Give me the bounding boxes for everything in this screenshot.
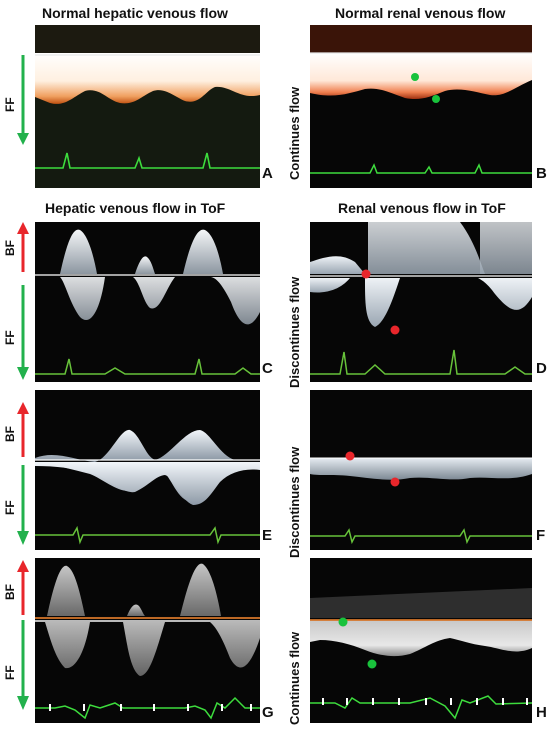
panel-c-hepatic-tof	[35, 222, 260, 382]
ff-label-a: FF	[3, 97, 17, 112]
panel-c-doppler	[35, 229, 260, 375]
panel-label-h: H	[536, 704, 547, 721]
bf-label-g: BF	[3, 584, 17, 600]
panel-h-doppler	[310, 588, 532, 720]
ff-label-g: FF	[3, 665, 17, 680]
panel-label-b: B	[536, 165, 547, 182]
green-marker-b2	[432, 95, 440, 103]
panel-label-c: C	[262, 360, 273, 377]
ff-label-e: FF	[3, 500, 17, 515]
panel-a-doppler	[35, 25, 260, 169]
bf-arrow-e	[17, 402, 29, 457]
ff-arrow-a	[17, 55, 29, 145]
green-marker-h1	[338, 617, 348, 627]
ff-arrow-g	[17, 620, 29, 710]
title-normal-renal: Normal renal venous flow	[335, 5, 506, 21]
panel-h-renal-tof	[310, 558, 532, 723]
panel-f-doppler	[310, 451, 532, 545]
bf-label-c: BF	[3, 240, 17, 256]
panel-d-doppler	[310, 222, 532, 375]
panel-g-doppler	[35, 563, 260, 720]
title-normal-hepatic: Normal hepatic venous flow	[42, 5, 228, 21]
red-marker-d2	[390, 325, 400, 335]
panel-g-hepatic-tof	[35, 558, 260, 723]
title-hepatic-tof: Hepatic venous flow in ToF	[45, 200, 226, 216]
title-renal-tof: Renal venous flow in ToF	[338, 200, 506, 216]
panel-b-renal-normal	[310, 25, 532, 188]
panel-b-doppler	[310, 25, 532, 174]
ff-label-c: FF	[3, 330, 17, 345]
green-marker-b1	[411, 73, 419, 81]
panel-a-hepatic-normal	[35, 25, 260, 188]
green-marker-h2	[367, 659, 377, 669]
panel-f-renal-tof	[310, 390, 532, 550]
red-marker-d1	[361, 269, 371, 279]
panel-label-a: A	[262, 165, 273, 182]
panel-d-renal-tof	[310, 222, 532, 382]
bf-arrow-c	[17, 222, 29, 272]
bf-arrow-g	[17, 560, 29, 615]
continues-flow-label-b: Continues flow	[287, 86, 302, 180]
ff-arrow-e	[17, 465, 29, 545]
panel-e-hepatic-tof	[35, 390, 260, 550]
red-marker-f2	[390, 477, 400, 487]
panel-label-e: E	[262, 527, 273, 544]
panel-label-d: D	[536, 360, 547, 377]
panel-e-doppler	[35, 429, 260, 545]
bf-label-e: BF	[3, 426, 17, 442]
discontinues-flow-label-d: Discontinues flow	[287, 276, 302, 388]
red-marker-f1	[345, 451, 355, 461]
discontinues-flow-label-f: Discontinues flow	[287, 446, 302, 558]
panel-label-f: F	[536, 527, 546, 544]
panel-label-g: G	[262, 704, 274, 721]
ff-arrow-c	[17, 285, 29, 380]
continues-flow-label-h: Continues flow	[287, 631, 302, 725]
